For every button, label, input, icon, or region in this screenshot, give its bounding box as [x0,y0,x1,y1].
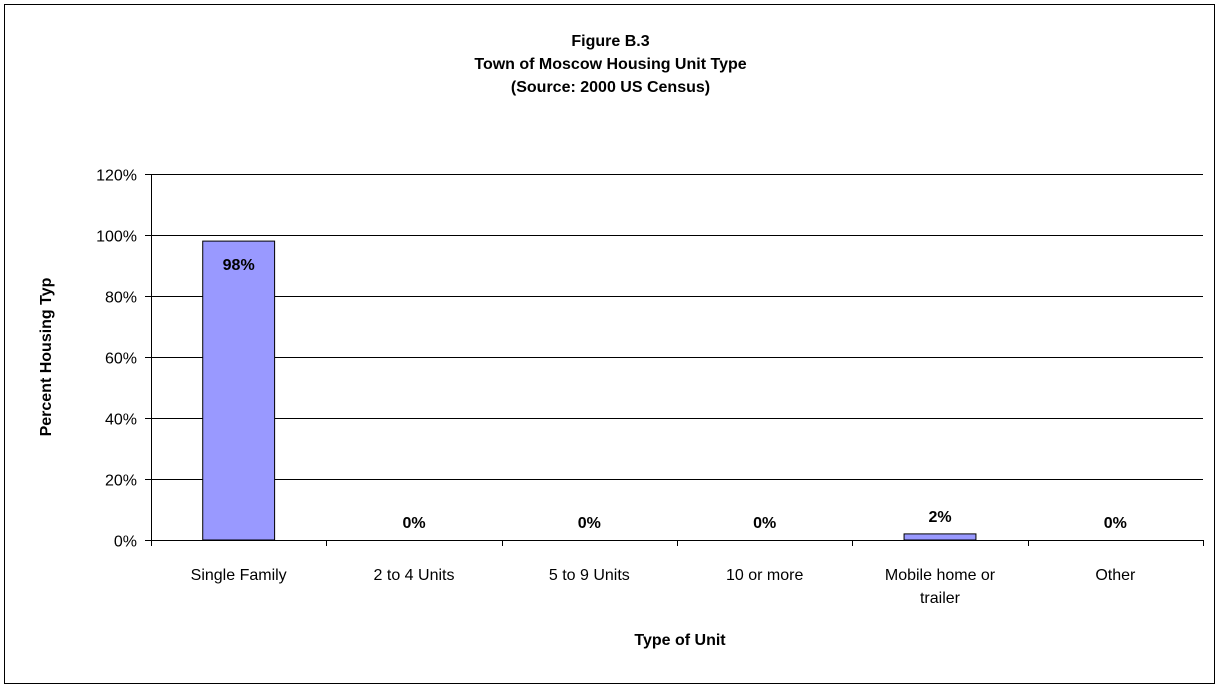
axes: 0% 20% 40% 60% 80% 100% 120% Single Family 2 to … [96,168,1204,607]
data-labels: 98% 0% 0% 0% 2% 0% [223,257,1127,532]
y-tick-label: 100% [96,229,137,246]
bars [202,240,977,541]
y-tick-label: 40% [105,412,137,429]
data-label: 2% [928,509,951,526]
data-label: 0% [753,515,776,532]
x-axis-title: Type of Unit [634,632,726,649]
y-tick-label: 20% [105,473,137,490]
gridlines [151,174,1203,480]
x-tick-label: Other [1095,567,1136,584]
chart-subtitle-line-1: Town of Moscow Housing Unit Type [474,56,747,73]
bar [202,240,276,541]
y-tick-label: 120% [96,168,137,185]
x-tick-label: 5 to 9 Units [549,567,630,584]
data-label: 0% [578,515,601,532]
x-tick-label: 2 to 4 Units [374,567,455,584]
y-tick-label: 80% [105,290,137,307]
x-tick-label: Mobile home or trailer [885,567,996,607]
x-tick-label: 10 or more [726,567,803,584]
chart-subtitle-line-2: (Source: 2000 US Census) [510,79,711,96]
y-axis-title: Percent Housing Typ [38,277,55,436]
chart-title: Figure B.3 [571,33,650,50]
bar [903,533,977,541]
chart-titles: Figure B.3 Town of Moscow Housing Unit T… [0,30,1221,99]
y-tick-label: 60% [105,351,137,368]
data-label: 98% [223,257,255,274]
data-label: 0% [1104,515,1127,532]
data-label: 0% [402,515,425,532]
y-tick-label: 0% [114,534,137,551]
x-tick-label: Single Family [191,567,287,584]
